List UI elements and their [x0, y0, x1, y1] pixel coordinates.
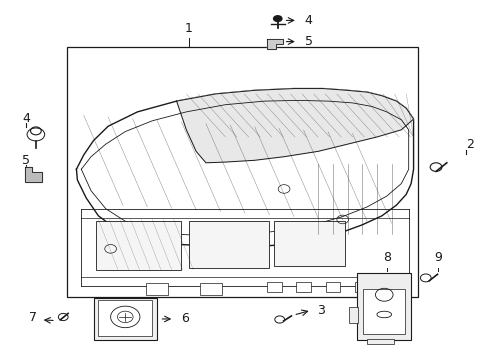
- Text: 6: 6: [181, 312, 189, 325]
- Bar: [200, 283, 221, 296]
- Bar: [363, 289, 405, 334]
- Bar: [67, 47, 418, 297]
- Bar: [96, 221, 181, 270]
- Bar: [326, 282, 340, 292]
- Polygon shape: [176, 89, 414, 163]
- Text: 1: 1: [185, 22, 193, 35]
- Bar: [189, 221, 270, 268]
- Text: 5: 5: [22, 154, 30, 167]
- Text: 9: 9: [434, 251, 442, 264]
- Bar: [355, 282, 369, 292]
- Bar: [296, 282, 311, 292]
- Bar: [147, 283, 168, 296]
- Bar: [94, 298, 157, 339]
- Text: 2: 2: [466, 138, 474, 151]
- Bar: [274, 221, 345, 266]
- Bar: [267, 282, 282, 292]
- Circle shape: [273, 15, 283, 22]
- Bar: [357, 273, 411, 339]
- Bar: [98, 300, 152, 336]
- Polygon shape: [267, 39, 283, 49]
- Text: 7: 7: [29, 311, 37, 324]
- Text: 3: 3: [318, 304, 325, 317]
- Bar: [348, 307, 358, 323]
- Text: 4: 4: [305, 14, 313, 27]
- Text: 5: 5: [305, 35, 313, 48]
- Polygon shape: [76, 89, 414, 246]
- Polygon shape: [25, 167, 42, 182]
- Text: 4: 4: [22, 112, 30, 125]
- Bar: [367, 338, 394, 344]
- Text: 8: 8: [383, 251, 391, 264]
